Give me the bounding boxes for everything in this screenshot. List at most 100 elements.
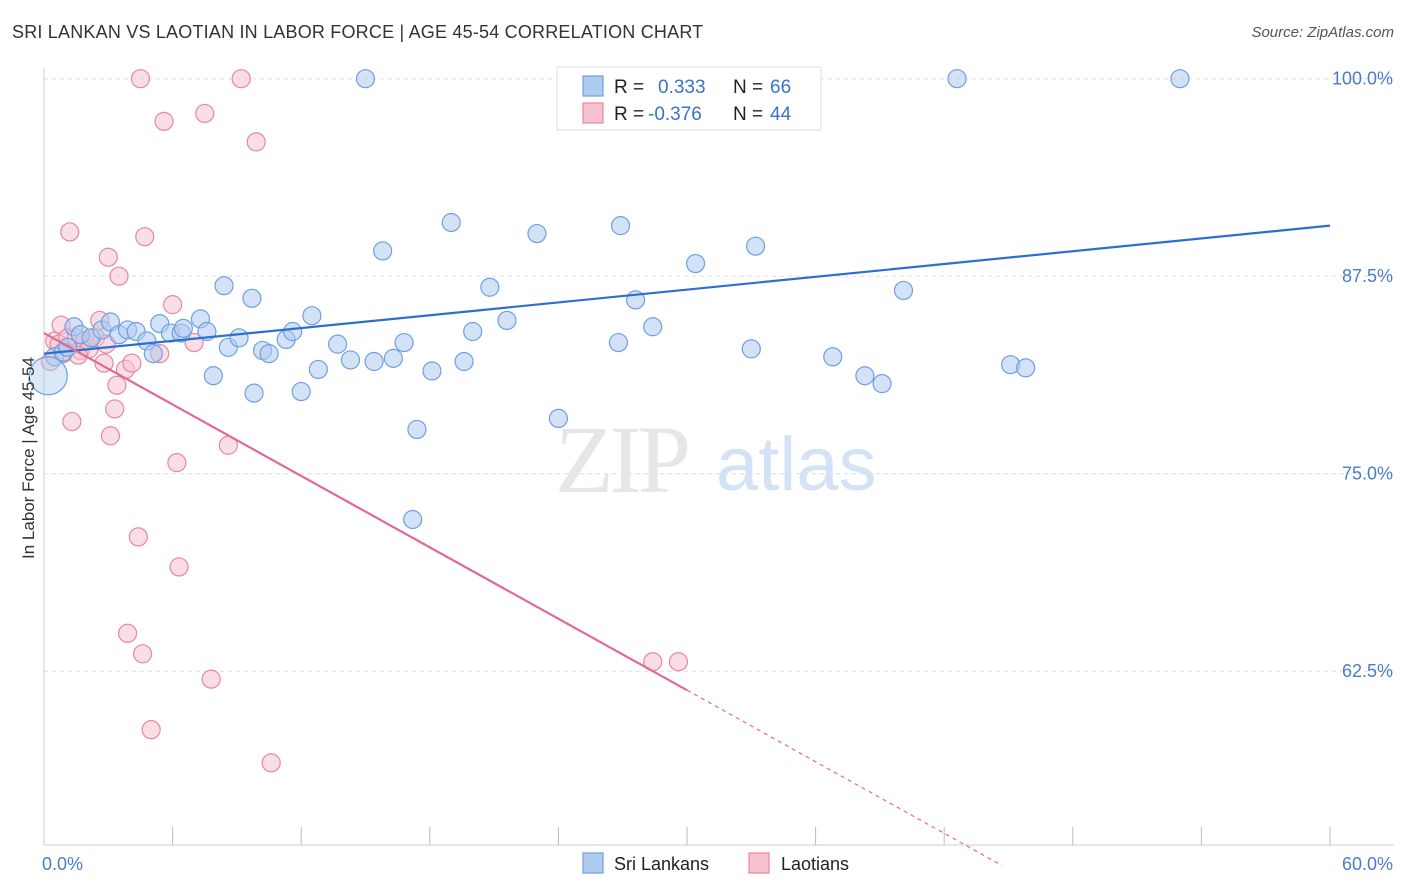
point-srilankans (1016, 358, 1036, 378)
legend-r-value-srilankans: 0.333 (658, 77, 706, 98)
point-laotians (98, 247, 118, 267)
point-srilankans (242, 288, 262, 308)
point-srilankans (143, 344, 163, 364)
point-laotians (117, 623, 138, 643)
watermark: ZIP atlas (555, 406, 877, 513)
legend: R = 0.333 N = 66 R = -0.376 N = 44 (556, 66, 822, 131)
bottom-legend: Sri Lankans Laotians (582, 852, 849, 874)
point-srilankans (741, 339, 761, 359)
legend-n-label-1: N = (733, 77, 763, 98)
tick-labels: 100.0% 87.5% 75.0% 62.5% 0.0% 60.0% (42, 69, 1393, 874)
trend-line-extension-laotians (686, 689, 1003, 867)
point-laotians (231, 69, 251, 89)
legend-r-label-1: R = (614, 77, 644, 98)
trend-lines (43, 224, 1331, 867)
legend-n-value-laotians: 44 (770, 104, 792, 125)
y-tick-label: 87.5% (1342, 266, 1393, 286)
point-srilankans (403, 509, 423, 530)
point-srilankans (340, 350, 361, 370)
point-srilankans (480, 277, 500, 297)
source-label: Source: ZipAtlas.com (1251, 24, 1394, 41)
point-laotians (128, 527, 148, 547)
point-srilankans (1170, 69, 1190, 89)
point-laotians (668, 652, 689, 672)
point-laotians (100, 426, 121, 446)
point-laotians (122, 353, 142, 373)
point-srilankans (745, 236, 766, 256)
point-srilankans (441, 212, 461, 233)
point-srilankans (610, 216, 631, 236)
trend-line-srilankans (43, 224, 1331, 355)
legend-swatch-laotians (582, 102, 604, 124)
point-srilankans (463, 321, 483, 342)
point-srilankans (872, 374, 892, 394)
legend-r-label-2: R = (614, 104, 644, 125)
point-laotians (154, 111, 174, 131)
point-laotians (261, 753, 281, 773)
point-laotians (109, 266, 129, 286)
point-laotians (141, 720, 161, 740)
point-srilankans (328, 334, 348, 354)
trend-line-laotians (43, 332, 688, 692)
legend-n-value-srilankans: 66 (770, 77, 791, 98)
axes (43, 68, 1394, 846)
point-srilankans (173, 318, 193, 338)
bottom-legend-swatch-laotians (748, 852, 770, 874)
point-laotians (246, 132, 266, 152)
point-srilankans (373, 241, 393, 261)
point-srilankans (548, 408, 569, 428)
point-laotians (167, 453, 187, 473)
point-srilankans (527, 223, 547, 244)
y-tick-label: 75.0% (1342, 464, 1393, 484)
point-laotians (62, 411, 82, 432)
point-laotians (130, 69, 151, 89)
point-srilankans (291, 381, 311, 402)
point-laotians (107, 375, 127, 395)
legend-swatch-srilankans (582, 75, 604, 97)
y-tick-label: 100.0% (1332, 69, 1393, 89)
point-srilankans (364, 351, 384, 372)
point-srilankans (608, 332, 629, 353)
point-laotians (169, 557, 189, 577)
point-laotians (60, 222, 80, 242)
point-srilankans (259, 344, 279, 364)
point-srilankans (394, 332, 414, 353)
legend-r-value-laotians: -0.376 (648, 104, 702, 125)
y-tick-label: 62.5% (1342, 661, 1393, 681)
point-srilankans (422, 361, 442, 381)
bottom-legend-label-srilankans: Sri Lankans (614, 854, 709, 874)
chart-title: SRI LANKAN VS LAOTIAN IN LABOR FORCE | A… (12, 22, 704, 42)
point-srilankans (283, 321, 303, 342)
legend-n-label-2: N = (733, 104, 763, 125)
point-laotians (105, 399, 125, 419)
point-srilankans (893, 280, 914, 301)
point-laotians (163, 295, 183, 315)
bottom-legend-label-laotians: Laotians (781, 854, 849, 874)
point-srilankans (947, 69, 967, 89)
point-srilankans (383, 348, 403, 368)
point-srilankans (823, 347, 843, 367)
point-srilankans (244, 383, 264, 403)
point-laotians (201, 669, 221, 689)
point-srilankans (855, 366, 875, 386)
point-srilankans (229, 328, 249, 348)
watermark-atlas: atlas (716, 422, 877, 507)
point-srilankans (643, 317, 663, 337)
point-laotians (132, 644, 153, 664)
point-srilankans (685, 253, 706, 274)
bottom-legend-swatch-srilankans (582, 852, 604, 874)
watermark-zip: ZIP (555, 406, 688, 513)
x-tick-label: 60.0% (1342, 854, 1393, 874)
point-srilankans (28, 356, 68, 396)
point-srilankans (214, 276, 234, 296)
point-srilankans (302, 306, 322, 326)
point-srilankans (497, 310, 517, 331)
point-srilankans (355, 69, 376, 89)
point-srilankans (308, 359, 328, 380)
point-srilankans (407, 419, 427, 440)
point-laotians (94, 353, 114, 373)
x-tick-label: 0.0% (42, 854, 83, 874)
y-axis-label: In Labor Force | Age 45-54 (19, 357, 38, 559)
point-laotians (135, 227, 155, 247)
